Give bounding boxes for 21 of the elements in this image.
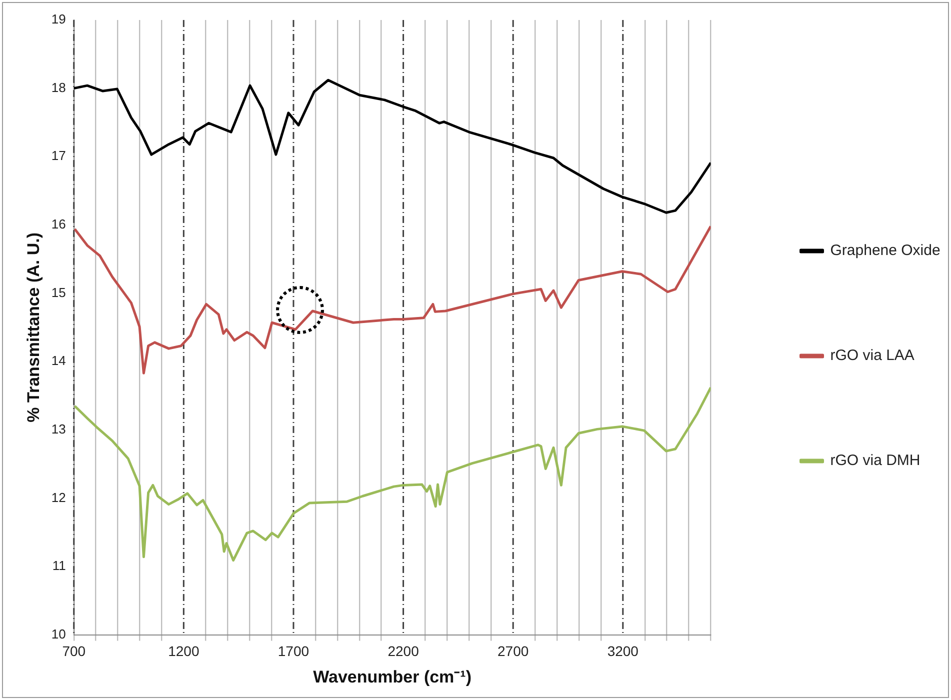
x-tick-label: 3200 [607, 643, 639, 660]
legend-label: Graphene Oxide [830, 242, 940, 260]
legend-label: rGO via DMH [830, 452, 920, 470]
x-tick-label: 1200 [168, 643, 200, 660]
y-tick-label: 10 [51, 626, 66, 642]
y-tick-label: 16 [51, 216, 66, 232]
x-tick-label: 2700 [498, 643, 529, 660]
y-axis-title: % Transmittance (A. U.) [24, 232, 43, 422]
y-tick-label: 14 [51, 353, 66, 368]
y-tick-label: 11 [52, 558, 66, 574]
y-tick-label: 17 [51, 148, 66, 164]
y-tick-label: 15 [51, 284, 66, 300]
x-tick-label: 700 [62, 643, 86, 660]
y-tick-label: 19 [51, 12, 66, 27]
legend-label: rGO via LAA [830, 347, 914, 364]
y-tick-label: 13 [51, 421, 66, 436]
x-axis-title: Wavenumber (cm⁻¹) [313, 667, 472, 686]
x-tick-label: 2200 [388, 643, 420, 660]
x-tick-label: 1700 [278, 643, 310, 660]
y-tick-label: 12 [51, 490, 66, 505]
y-tick-label: 18 [51, 80, 66, 95]
